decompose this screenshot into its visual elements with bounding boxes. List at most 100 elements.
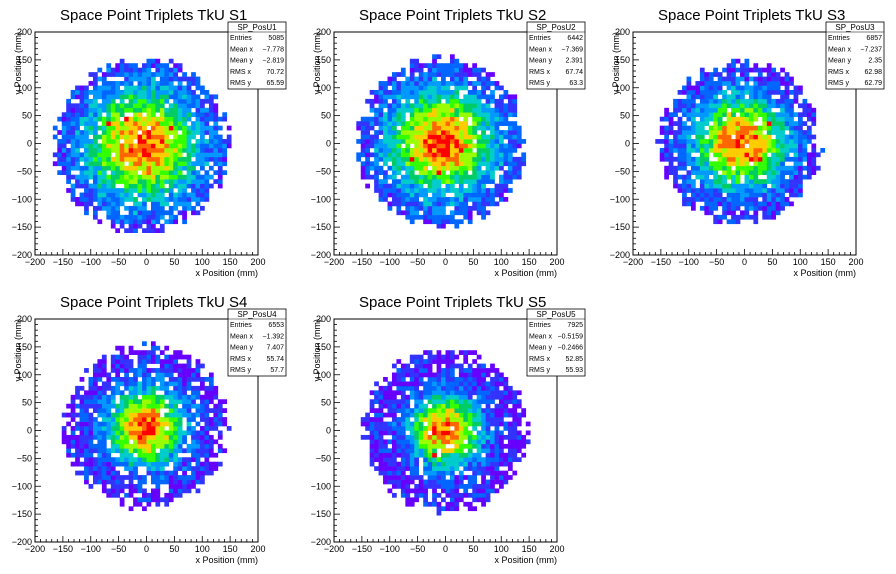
heatmap-cell: [391, 430, 397, 436]
heatmap-cell: [414, 412, 420, 418]
heatmap-cell: [458, 174, 464, 180]
heatmap-cell: [414, 89, 420, 95]
heatmap-cell: [177, 103, 183, 109]
heatmap-cell: [204, 116, 210, 122]
heatmap-cell: [142, 201, 147, 207]
heatmap-cell: [664, 143, 669, 149]
heatmap-cell: [494, 103, 500, 109]
heatmap-cell: [753, 85, 759, 91]
heatmap-cell: [427, 219, 433, 225]
heatmap-cell: [472, 426, 478, 431]
heatmap-cell: [418, 161, 424, 167]
heatmap-cell: [88, 147, 94, 153]
heatmap-cell: [418, 130, 424, 135]
heatmap-cell: [423, 443, 428, 449]
heatmap-cell: [762, 107, 768, 113]
heatmap-cell: [115, 165, 121, 171]
heatmap-cell: [391, 403, 397, 409]
heatmap-cell: [195, 430, 201, 436]
heatmap-cell: [722, 174, 727, 180]
heatmap-cell: [128, 492, 134, 498]
heatmap-cell: [106, 470, 112, 476]
heatmap-cell: [811, 165, 817, 171]
heatmap-cell: [467, 376, 473, 382]
heatmap-cell: [409, 394, 415, 400]
heatmap-cell: [142, 359, 147, 364]
heatmap-cell: [436, 54, 442, 60]
heatmap-cell: [490, 72, 495, 77]
heatmap-cell: [463, 484, 469, 489]
heatmap-cell: [150, 205, 156, 211]
heatmap-cell: [155, 430, 161, 436]
heatmap-cell: [374, 152, 379, 158]
heatmap-cell: [704, 188, 710, 193]
heatmap-cell: [441, 408, 446, 413]
heatmap-cell: [467, 501, 473, 507]
heatmap-cell: [798, 147, 803, 153]
heatmap-cell: [150, 214, 156, 220]
x-tick-label: 50: [767, 257, 777, 267]
heatmap-cell: [432, 98, 437, 104]
heatmap-cell: [744, 214, 750, 220]
heatmap-cell: [182, 457, 187, 463]
heatmap-cell: [458, 390, 464, 396]
heatmap-cell: [155, 103, 161, 109]
heatmap-cell: [204, 457, 210, 463]
heatmap-cell: [115, 359, 121, 364]
heatmap-cell: [110, 359, 116, 364]
heatmap-cell: [137, 385, 143, 391]
heatmap-cell: [762, 161, 768, 167]
heatmap-cell: [481, 112, 486, 118]
heatmap-cell: [173, 403, 179, 409]
heatmap-cell: [414, 399, 420, 405]
x-tick-label: 50: [169, 257, 179, 267]
heatmap-cell: [432, 461, 437, 467]
heatmap-cell: [476, 492, 482, 498]
heatmap-cell: [164, 201, 170, 207]
heatmap-cell: [463, 501, 469, 507]
heatmap-cell: [119, 174, 125, 180]
heatmap-cell: [494, 98, 500, 104]
heatmap-cell: [494, 201, 500, 207]
heatmap-cell: [101, 359, 107, 364]
heatmap-cell: [168, 470, 174, 476]
heatmap-cell: [155, 439, 161, 445]
heatmap-cell: [146, 139, 152, 144]
heatmap-cell: [409, 430, 415, 436]
heatmap-cell: [726, 156, 732, 162]
heatmap-cell: [771, 112, 777, 118]
heatmap-cell: [146, 183, 152, 189]
heatmap-cell: [409, 197, 415, 202]
heatmap-cell: [467, 390, 473, 396]
heatmap-cell: [97, 67, 103, 73]
heatmap-cell: [66, 121, 71, 126]
heatmap-cell: [378, 147, 384, 153]
heatmap-cell: [164, 112, 170, 118]
heatmap-cell: [173, 430, 179, 436]
heatmap-cell: [481, 192, 486, 198]
heatmap-cell: [124, 152, 129, 158]
heatmap-cell: [128, 434, 134, 440]
heatmap-cell: [472, 201, 478, 207]
heatmap-cell: [441, 205, 446, 211]
heatmap-cell: [677, 121, 683, 126]
heatmap-cell: [101, 161, 107, 167]
heatmap-cell: [155, 492, 161, 498]
heatmap-cell: [92, 372, 98, 378]
heatmap-cell: [454, 492, 460, 498]
heatmap-cell: [124, 466, 129, 471]
heatmap-cell: [186, 81, 192, 86]
heatmap-cell: [110, 89, 116, 95]
heatmap-cell: [405, 121, 411, 126]
heatmap-cell: [673, 112, 678, 118]
heatmap-cell: [762, 121, 768, 126]
heatmap-cell: [115, 421, 121, 427]
heatmap-cell: [75, 147, 80, 153]
heatmap-cell: [88, 376, 94, 382]
heatmap-cell: [798, 152, 803, 158]
heatmap-cell: [195, 461, 201, 467]
heatmap-cell: [458, 376, 464, 382]
heatmap-cell: [88, 183, 94, 189]
heatmap-cell: [84, 134, 89, 140]
